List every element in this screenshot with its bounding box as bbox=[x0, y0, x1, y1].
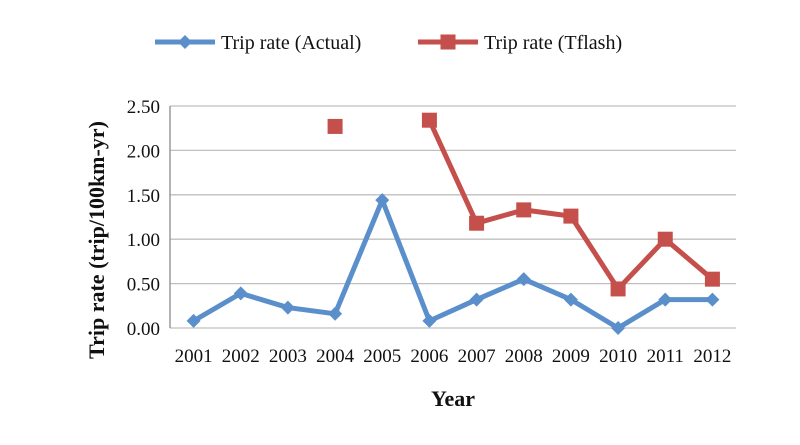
x-tick-label: 2008 bbox=[505, 346, 543, 367]
legend-marker bbox=[178, 35, 192, 49]
gridlines bbox=[169, 105, 736, 329]
data-point bbox=[563, 292, 578, 307]
data-point bbox=[563, 208, 579, 224]
x-tick-label: 2003 bbox=[269, 346, 307, 367]
data-point bbox=[704, 271, 720, 287]
x-tick-label: 2004 bbox=[316, 346, 355, 367]
y-axis-title: Trip rate (trip/100km-yr) bbox=[84, 121, 109, 359]
x-tick-label: 2012 bbox=[693, 346, 731, 367]
data-point bbox=[421, 112, 437, 128]
data-point bbox=[657, 231, 673, 247]
y-tick-label: 1.00 bbox=[127, 230, 160, 251]
data-point bbox=[469, 292, 484, 307]
data-point bbox=[610, 281, 626, 297]
legend-item: Trip rate (Actual) bbox=[155, 32, 361, 54]
legend-label: Trip rate (Actual) bbox=[221, 32, 361, 54]
x-axis-ticks: 2001 2002 2003 2004 2005 2006 2007 2008 2009 2010… bbox=[175, 346, 732, 367]
series-layer bbox=[186, 112, 720, 335]
x-axis-title: Year bbox=[431, 386, 475, 411]
data-point bbox=[611, 321, 626, 335]
x-tick-label: 2001 bbox=[175, 346, 213, 367]
chart-legend: Trip rate (Actual) Trip rate (Tflash) bbox=[155, 32, 622, 54]
x-tick-label: 2010 bbox=[599, 346, 637, 367]
x-tick-label: 2005 bbox=[363, 346, 401, 367]
x-tick-label: 2011 bbox=[647, 346, 684, 367]
legend-label: Trip rate (Tflash) bbox=[484, 32, 622, 54]
y-tick-label: 0.50 bbox=[127, 275, 160, 296]
data-point bbox=[469, 215, 485, 231]
x-tick-label: 2006 bbox=[410, 346, 448, 367]
data-point bbox=[375, 193, 390, 208]
data-point bbox=[705, 292, 720, 307]
data-point bbox=[516, 272, 531, 287]
series-line bbox=[191, 197, 715, 331]
series-actual bbox=[186, 193, 720, 335]
data-point bbox=[186, 313, 201, 328]
x-tick-label: 2009 bbox=[552, 346, 590, 367]
data-point bbox=[328, 306, 343, 321]
y-tick-label: 2.00 bbox=[127, 141, 160, 162]
series-line bbox=[426, 117, 715, 292]
data-point bbox=[516, 202, 532, 218]
data-point bbox=[280, 300, 295, 315]
y-axis-ticks: 0.00 0.50 1.00 1.50 2.00 2.50 bbox=[127, 97, 160, 340]
legend-item: Trip rate (Tflash) bbox=[418, 32, 622, 54]
x-tick-label: 2002 bbox=[222, 346, 260, 367]
data-point bbox=[658, 292, 673, 307]
data-point bbox=[327, 118, 343, 134]
x-tick-label: 2007 bbox=[458, 346, 496, 367]
y-tick-label: 2.50 bbox=[127, 97, 160, 118]
series-tflash bbox=[327, 112, 720, 297]
legend-marker bbox=[440, 34, 456, 50]
data-point bbox=[233, 286, 248, 301]
y-tick-label: 0.00 bbox=[127, 319, 160, 340]
data-point bbox=[422, 313, 437, 328]
y-tick-label: 1.50 bbox=[127, 186, 160, 207]
